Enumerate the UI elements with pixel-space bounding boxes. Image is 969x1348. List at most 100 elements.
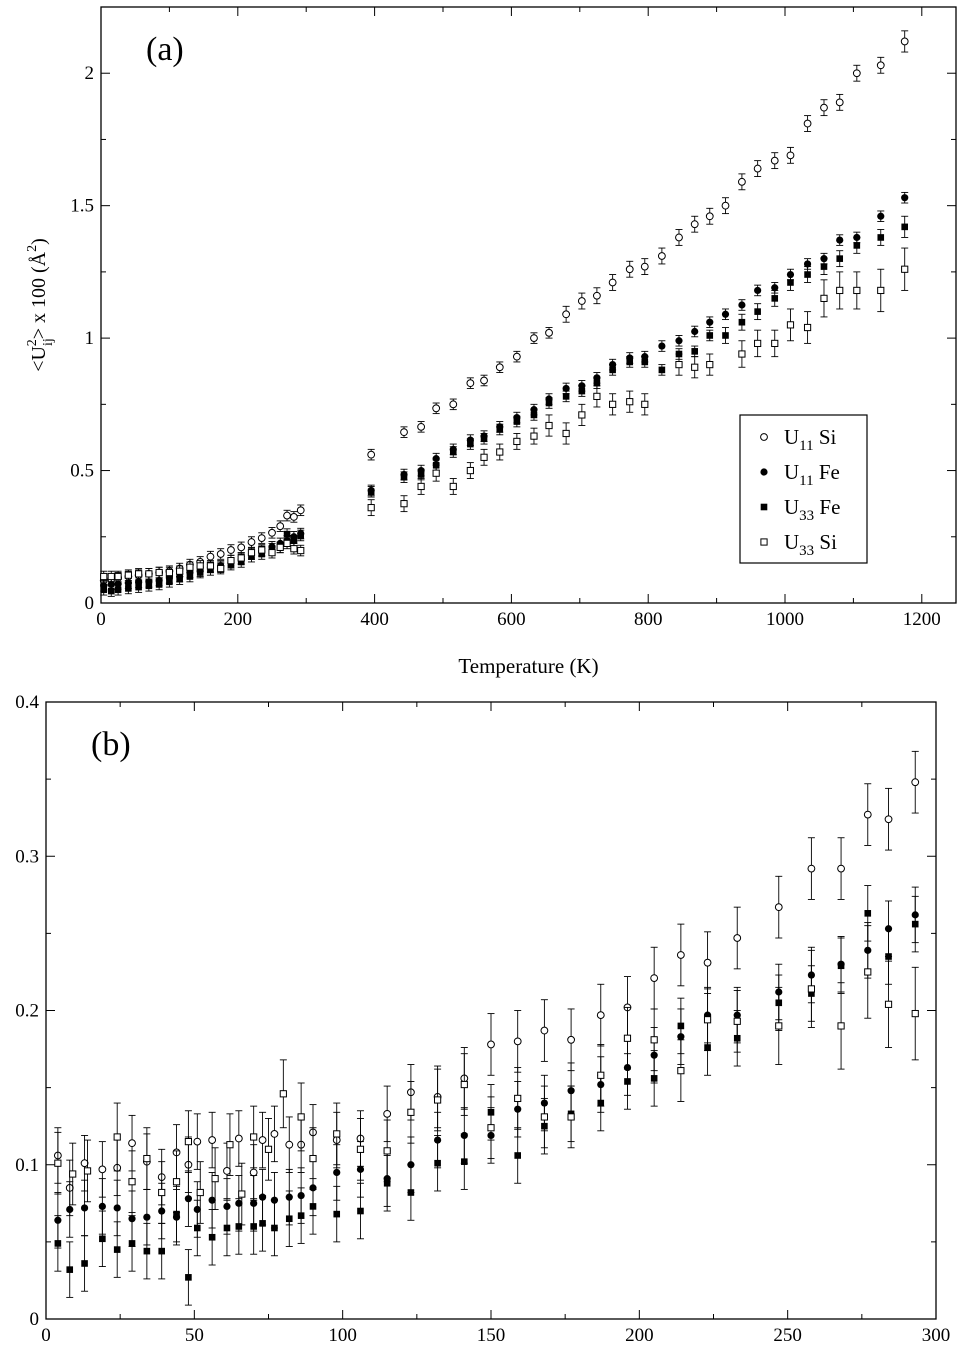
data-point	[530, 432, 538, 440]
legend-label-base: U	[784, 425, 799, 449]
data-point	[480, 453, 488, 461]
data-point	[496, 448, 504, 456]
data-point	[775, 1022, 783, 1030]
data-point	[333, 1168, 341, 1177]
data-point	[466, 379, 475, 388]
data-point	[900, 37, 909, 46]
data-point	[217, 564, 225, 573]
data-point	[658, 366, 666, 374]
data-point	[283, 539, 291, 547]
y-label-subscript: ij	[41, 338, 56, 346]
data-point	[196, 569, 204, 576]
data-point	[196, 1188, 204, 1197]
data-point	[113, 1204, 121, 1212]
data-point	[807, 864, 816, 873]
plot-frame	[100, 6, 957, 604]
data-point	[675, 233, 683, 242]
data-point	[196, 562, 204, 570]
data-point	[135, 583, 142, 591]
data-point	[677, 1022, 685, 1030]
series-open-circle	[53, 750, 920, 1217]
data-point	[803, 119, 812, 128]
data-point	[297, 1212, 305, 1219]
data-point	[836, 236, 844, 244]
data-point	[804, 271, 811, 278]
panel-label: (b)	[91, 726, 131, 763]
data-point	[480, 435, 488, 443]
data-point	[754, 286, 762, 295]
data-point	[98, 1165, 107, 1174]
data-point	[562, 384, 570, 393]
data-point	[721, 310, 730, 318]
data-point	[545, 399, 553, 407]
data-point	[166, 578, 173, 586]
data-point	[143, 1247, 151, 1255]
legend-label: U11 Fe	[784, 460, 840, 489]
data-point	[206, 552, 215, 561]
data-point	[193, 1137, 202, 1146]
data-point	[367, 504, 375, 512]
data-point	[721, 201, 730, 210]
data-point	[770, 156, 779, 165]
data-point	[609, 366, 616, 374]
data-point	[706, 332, 714, 339]
data-point	[738, 301, 746, 309]
data-point	[155, 568, 163, 577]
legend-label-subscript: 33	[799, 543, 814, 559]
data-point	[297, 532, 305, 539]
data-point	[247, 549, 256, 557]
legend-label-tail: Si	[814, 425, 837, 449]
data-point	[158, 1247, 165, 1255]
x-tick-label: 0	[96, 609, 106, 630]
data-point	[113, 1246, 121, 1253]
data-point	[593, 379, 601, 387]
data-point	[609, 400, 617, 408]
data-point	[227, 546, 235, 554]
data-point	[434, 1096, 442, 1104]
data-point	[480, 376, 488, 385]
legend-label-base: U	[784, 460, 799, 484]
data-point	[135, 570, 143, 578]
data-point	[184, 1138, 193, 1146]
data-point	[691, 348, 699, 355]
data-point	[593, 291, 601, 300]
data-point	[706, 361, 714, 369]
data-point	[81, 1260, 88, 1267]
data-point	[194, 1224, 201, 1232]
data-point	[513, 437, 521, 446]
data-point	[237, 543, 246, 552]
data-point	[567, 1035, 575, 1044]
data-point	[677, 1067, 685, 1075]
y-label-part: > x 100 (Å	[28, 251, 50, 339]
data-point	[705, 212, 714, 221]
data-point	[626, 398, 634, 406]
data-point	[641, 400, 649, 408]
data-point	[417, 422, 426, 431]
data-point	[250, 1133, 258, 1141]
data-point	[853, 286, 861, 295]
x-tick-label: 1200	[903, 609, 941, 630]
data-point	[877, 212, 885, 220]
data-point	[143, 1154, 151, 1163]
data-point	[165, 568, 174, 577]
legend-label-subscript: 11	[799, 473, 813, 489]
data-point	[407, 1108, 415, 1116]
data-point	[885, 953, 892, 960]
data-point	[383, 1147, 391, 1155]
data-point	[124, 571, 132, 579]
data-point	[432, 455, 440, 463]
data-point	[208, 1136, 217, 1144]
data-point	[258, 546, 266, 554]
data-point	[771, 339, 779, 348]
data-point	[803, 260, 812, 268]
x-tick-label: 50	[185, 1325, 204, 1346]
data-point	[787, 279, 794, 286]
data-point	[496, 426, 504, 433]
data-point	[901, 194, 909, 202]
legend-label: U33 Si	[784, 530, 837, 559]
data-point	[400, 473, 408, 481]
x-tick-label: 100	[328, 1325, 357, 1346]
y-tick-label: 0.3	[15, 846, 39, 867]
data-point	[625, 265, 634, 274]
data-point	[597, 1071, 605, 1079]
